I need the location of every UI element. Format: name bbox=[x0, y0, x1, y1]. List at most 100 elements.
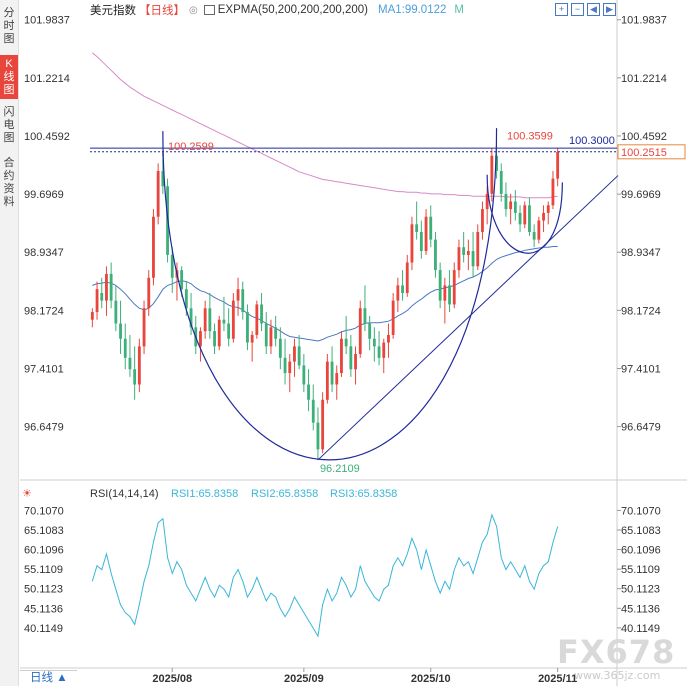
tab-label: 闪电图 bbox=[3, 106, 15, 144]
rsi-settings-icon[interactable]: ☀ bbox=[22, 488, 32, 500]
candle bbox=[123, 323, 127, 370]
candle-body bbox=[208, 308, 212, 332]
candle-body bbox=[330, 361, 334, 385]
tab-kline[interactable]: K线图 bbox=[0, 55, 18, 99]
candle bbox=[114, 285, 118, 332]
candle-body bbox=[429, 216, 433, 240]
tab-lightning[interactable]: 闪电图 bbox=[0, 104, 18, 146]
rsi-tick-label: 45.1136 bbox=[621, 603, 660, 615]
candle-body bbox=[105, 273, 108, 301]
move-right-icon[interactable]: ▶ bbox=[603, 3, 616, 16]
candle-body bbox=[128, 357, 132, 370]
candle bbox=[504, 182, 508, 217]
candle bbox=[152, 209, 155, 286]
candle-body bbox=[222, 319, 226, 324]
candle bbox=[382, 338, 386, 374]
candle-body bbox=[358, 308, 362, 355]
candle bbox=[283, 338, 287, 385]
candle-body bbox=[137, 346, 141, 385]
candle-body bbox=[542, 212, 545, 221]
candle-body bbox=[236, 289, 240, 301]
candle bbox=[250, 331, 254, 362]
candle-body bbox=[349, 346, 353, 370]
candle-body bbox=[448, 285, 451, 305]
candle-body bbox=[344, 338, 348, 347]
rsi-tick-label-left: 50.1123 bbox=[24, 584, 63, 596]
candle-body bbox=[250, 334, 254, 343]
rsi-tick-label-left: 70.1070 bbox=[24, 505, 64, 517]
candle-body bbox=[372, 338, 376, 347]
candle-body bbox=[335, 373, 339, 385]
period-selector[interactable]: 【日线】 bbox=[139, 5, 185, 17]
candle bbox=[330, 346, 334, 393]
settings-icon[interactable]: ◎ bbox=[189, 4, 198, 16]
rsi-tick-label-left: 40.1149 bbox=[24, 623, 63, 635]
period-bottom-button[interactable]: 日线 ▲ bbox=[20, 670, 77, 686]
candle bbox=[377, 331, 381, 366]
toolbar: + − ◀ ▶ bbox=[555, 3, 616, 16]
candle bbox=[396, 277, 400, 313]
candle bbox=[142, 300, 146, 355]
candle-body bbox=[109, 273, 113, 301]
candle bbox=[222, 296, 226, 332]
price-tick-label-left: 98.1724 bbox=[24, 305, 64, 317]
candle-body bbox=[156, 170, 160, 217]
tab-contract-info[interactable]: 合约资料 bbox=[0, 155, 18, 213]
candle bbox=[368, 315, 372, 351]
candle bbox=[452, 262, 456, 309]
candle-body bbox=[302, 365, 306, 385]
candle bbox=[349, 334, 353, 377]
rsi1-label: RSI1:65.8358 bbox=[171, 488, 238, 500]
indicator-icon[interactable] bbox=[203, 5, 215, 15]
candle-body bbox=[513, 201, 517, 213]
candle bbox=[241, 281, 245, 320]
candle-body bbox=[424, 216, 428, 252]
price-tick-label: 98.9347 bbox=[621, 247, 661, 259]
watermark-logo: FX678 bbox=[557, 633, 676, 671]
candle-body bbox=[457, 247, 461, 271]
candle-body bbox=[311, 399, 315, 423]
candle bbox=[518, 205, 522, 232]
candle-body bbox=[556, 151, 560, 179]
candle bbox=[137, 338, 141, 393]
candle bbox=[391, 292, 395, 339]
tab-label: 合约资料 bbox=[3, 157, 15, 208]
candle bbox=[344, 315, 348, 355]
rsi-tick-label: 50.1123 bbox=[621, 584, 660, 596]
candle-body bbox=[231, 300, 235, 339]
price-tick-label: 96.6479 bbox=[621, 422, 661, 434]
tab-timeshare[interactable]: 分时图 bbox=[0, 5, 18, 47]
candle bbox=[424, 209, 428, 255]
candle-body bbox=[476, 231, 480, 267]
zoom-in-icon[interactable]: + bbox=[555, 3, 568, 16]
candle-body bbox=[293, 346, 296, 362]
candle-body bbox=[199, 331, 202, 347]
instrument-title: 美元指数 bbox=[90, 5, 136, 17]
current-price-label: 100.2515 bbox=[621, 147, 667, 159]
candle bbox=[170, 247, 174, 293]
candle-body bbox=[401, 285, 404, 293]
price-tick-label: 100.4592 bbox=[621, 131, 667, 143]
candle-body bbox=[471, 251, 475, 267]
candle-body bbox=[119, 323, 122, 339]
high-label: 100.2599 bbox=[168, 141, 214, 153]
candle-body bbox=[546, 205, 550, 213]
candle bbox=[354, 346, 357, 385]
candle-body bbox=[325, 361, 329, 400]
zoom-out-icon[interactable]: − bbox=[571, 3, 584, 16]
candle bbox=[128, 334, 132, 377]
candle-body bbox=[203, 308, 207, 332]
candle-body bbox=[528, 205, 531, 232]
candle bbox=[260, 292, 263, 332]
time-tick-label: 2025/09 bbox=[284, 673, 324, 685]
rsi-tick-label-left: 65.1083 bbox=[24, 525, 64, 537]
candle bbox=[476, 224, 480, 271]
candle-body bbox=[387, 334, 390, 343]
handle-curve bbox=[486, 174, 563, 254]
move-left-icon[interactable]: ◀ bbox=[587, 3, 600, 16]
ma-label: MA1:99.0122 bbox=[377, 4, 447, 16]
candle-body bbox=[133, 369, 137, 385]
candle-body bbox=[466, 251, 470, 255]
candle bbox=[109, 262, 113, 309]
